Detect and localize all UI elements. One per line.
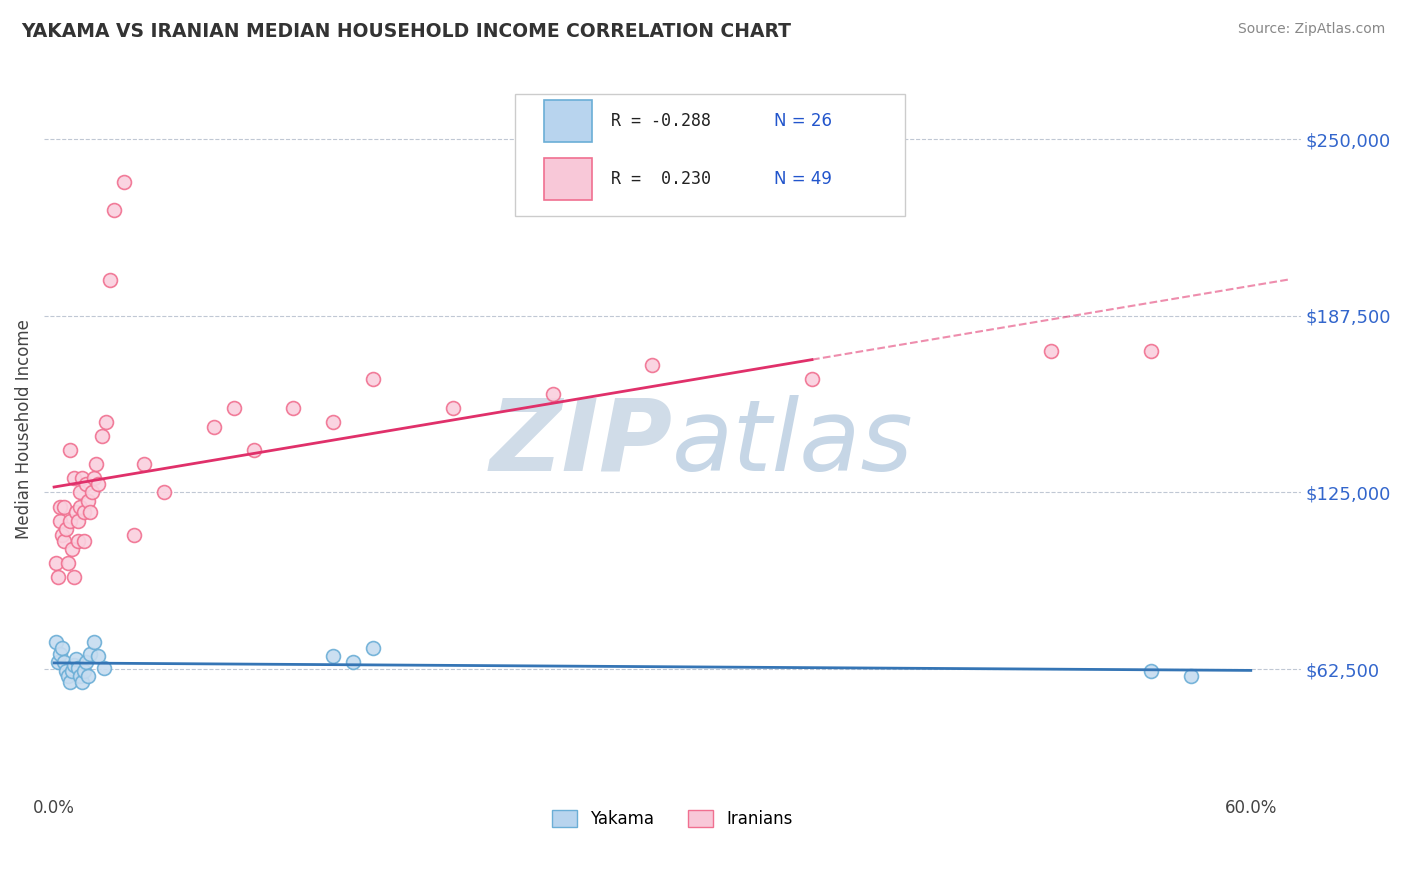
Text: N = 26: N = 26 [775, 112, 832, 130]
Point [59, 443, 82, 458]
Point [222, 401, 245, 415]
Point [56, 669, 79, 683]
FancyBboxPatch shape [516, 94, 905, 216]
Point [361, 640, 384, 655]
Point [91, 429, 114, 443]
Point [65, 505, 87, 519]
Point [60, 541, 83, 556]
Point [69, 485, 91, 500]
Point [103, 202, 125, 217]
Text: ZIP: ZIP [489, 395, 672, 491]
Point [283, 401, 305, 415]
Point [51, 528, 73, 542]
Point [56, 556, 79, 570]
Point [53, 533, 76, 548]
Point [46, 570, 69, 584]
Text: N = 49: N = 49 [775, 169, 832, 188]
Point [63, 657, 86, 672]
Point [53, 500, 76, 514]
Point [94, 415, 117, 429]
Point [66, 533, 89, 548]
Point [75, 477, 97, 491]
Point [79, 647, 101, 661]
Point [49, 500, 72, 514]
Text: YAKAMA VS IRANIAN MEDIAN HOUSEHOLD INCOME CORRELATION CHART: YAKAMA VS IRANIAN MEDIAN HOUSEHOLD INCOM… [21, 22, 792, 41]
Point [49, 514, 72, 528]
Point [73, 664, 96, 678]
FancyBboxPatch shape [544, 158, 592, 200]
Point [361, 372, 384, 386]
Point [53, 655, 76, 669]
Point [1140, 344, 1163, 359]
Point [59, 674, 82, 689]
Point [59, 514, 82, 528]
Point [87, 477, 110, 491]
FancyBboxPatch shape [544, 100, 592, 142]
Point [322, 649, 344, 664]
Point [152, 485, 174, 500]
Point [93, 661, 115, 675]
Point [1140, 664, 1163, 678]
Point [63, 471, 86, 485]
Point [75, 655, 97, 669]
Point [66, 661, 89, 675]
Point [441, 401, 464, 415]
Point [342, 655, 364, 669]
Point [122, 528, 145, 542]
Point [45, 635, 67, 649]
Point [202, 420, 225, 434]
Point [322, 415, 344, 429]
Point [66, 514, 89, 528]
Point [1180, 669, 1202, 683]
Text: atlas: atlas [672, 395, 914, 491]
Point [70, 674, 93, 689]
Point [641, 359, 664, 373]
Point [83, 635, 105, 649]
Point [112, 175, 135, 189]
Point [70, 471, 93, 485]
Point [69, 669, 91, 683]
Point [45, 556, 67, 570]
Point [80, 485, 103, 500]
Point [51, 640, 73, 655]
Text: Source: ZipAtlas.com: Source: ZipAtlas.com [1237, 22, 1385, 37]
Point [83, 471, 105, 485]
Point [46, 655, 69, 669]
Point [77, 494, 100, 508]
Y-axis label: Median Household Income: Median Household Income [15, 319, 32, 539]
Point [79, 505, 101, 519]
Point [77, 669, 100, 683]
Point [73, 505, 96, 519]
Point [49, 647, 72, 661]
Legend: Yakama, Iranians: Yakama, Iranians [546, 804, 799, 835]
Text: R =  0.230: R = 0.230 [610, 169, 711, 188]
Point [65, 652, 87, 666]
Point [55, 664, 77, 678]
Point [73, 533, 96, 548]
Point [55, 522, 77, 536]
Point [60, 664, 83, 678]
Point [98, 273, 121, 287]
Point [63, 570, 86, 584]
Point [801, 372, 824, 386]
Text: R = -0.288: R = -0.288 [610, 112, 711, 130]
Point [541, 386, 564, 401]
Point [242, 443, 264, 458]
Point [69, 500, 91, 514]
Point [1040, 344, 1063, 359]
Point [84, 457, 107, 471]
Point [87, 649, 110, 664]
Point [132, 457, 155, 471]
